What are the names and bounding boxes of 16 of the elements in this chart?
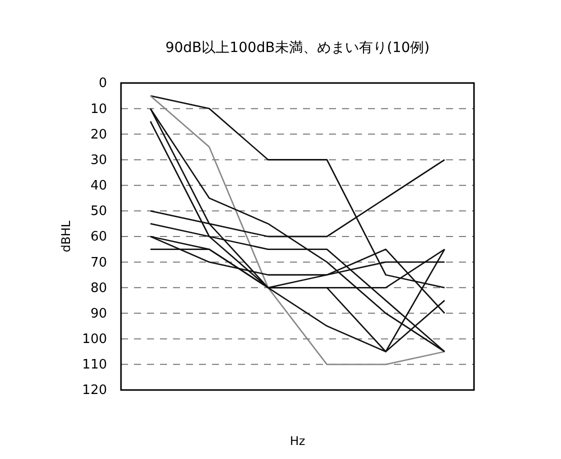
- y-tick-label: 110: [82, 358, 107, 373]
- y-tick-label: 50: [90, 204, 107, 220]
- y-tick-label: 20: [90, 127, 107, 142]
- y-tick-label: 70: [90, 255, 107, 270]
- y-tick-label: 10: [90, 102, 107, 117]
- y-tick-label: 120: [82, 383, 107, 398]
- y-tick-label: 90: [90, 306, 107, 322]
- y-tick-label: 60: [90, 230, 107, 245]
- chart-title: 90dB以上100dB未満、めまい有り(10例): [165, 40, 430, 56]
- y-tick-label: 0: [98, 76, 107, 92]
- x-axis-title: Hz: [290, 434, 306, 448]
- y-tick-label: 80: [90, 280, 107, 296]
- y-tick-label: 30: [90, 152, 107, 168]
- y-axis-title: dBHL: [59, 220, 73, 252]
- y-tick-label: 100: [82, 332, 107, 347]
- y-tick-label: 40: [90, 178, 107, 194]
